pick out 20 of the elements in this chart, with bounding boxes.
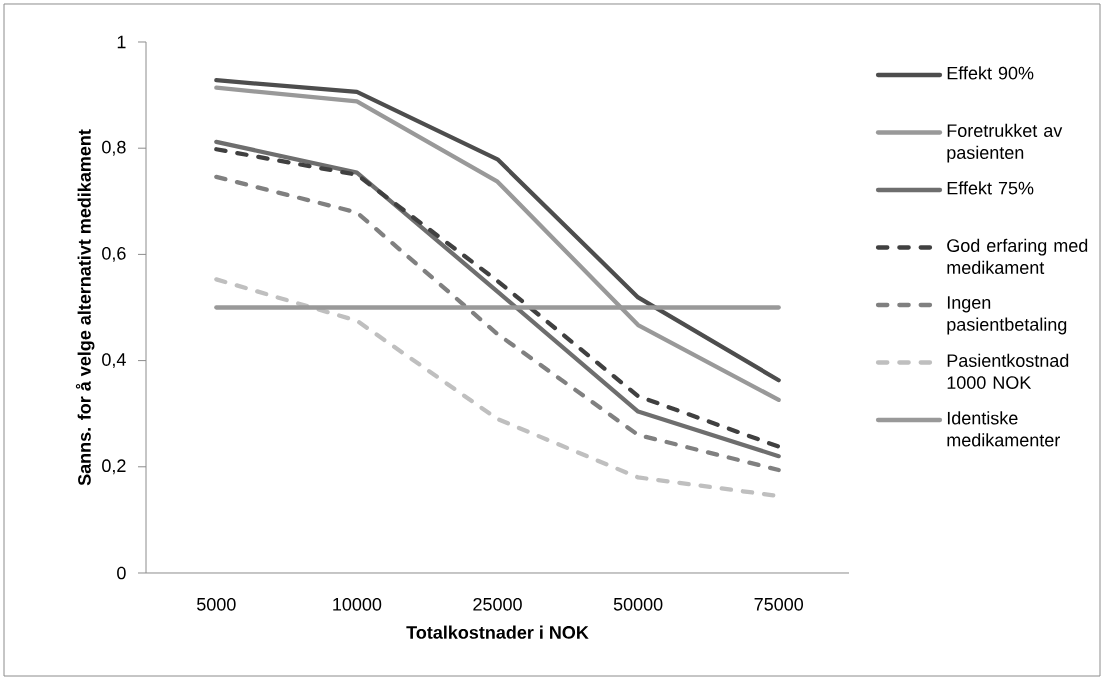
legend-label: Foretrukket av pasienten [947, 123, 1063, 163]
legend-label: Identiske medikamenter [947, 411, 1060, 447]
x-tick-label: 25000 [473, 597, 522, 611]
legend-label: Pasientkostnad 1000 NOK [947, 353, 1069, 389]
legend-label: Effekt 90% [947, 66, 1034, 80]
legend-label: Effekt 75% [947, 181, 1034, 195]
x-axis-title: Totalkostnader i NOK [406, 625, 589, 639]
y-tick-label: 0,4 [102, 353, 126, 369]
y-tick-label: 0,8 [102, 140, 126, 156]
x-tick-label: 10000 [333, 597, 382, 611]
y-tick-label: 0,6 [102, 246, 126, 262]
x-tick-label: 75000 [754, 597, 804, 611]
x-tick-label: 5000 [197, 597, 236, 611]
y-tick-label: 1 [117, 35, 126, 49]
y-tick-label: 0,2 [102, 459, 126, 475]
legend-label: Ingen pasientbetaling [947, 296, 1067, 335]
y-axis-title: Sanns. for å velge alternativt medikament [75, 129, 95, 486]
legend-label: God erfaring med medikament [947, 238, 1088, 274]
x-tick-label: 50000 [613, 597, 663, 611]
y-tick-label: 0 [117, 566, 126, 580]
